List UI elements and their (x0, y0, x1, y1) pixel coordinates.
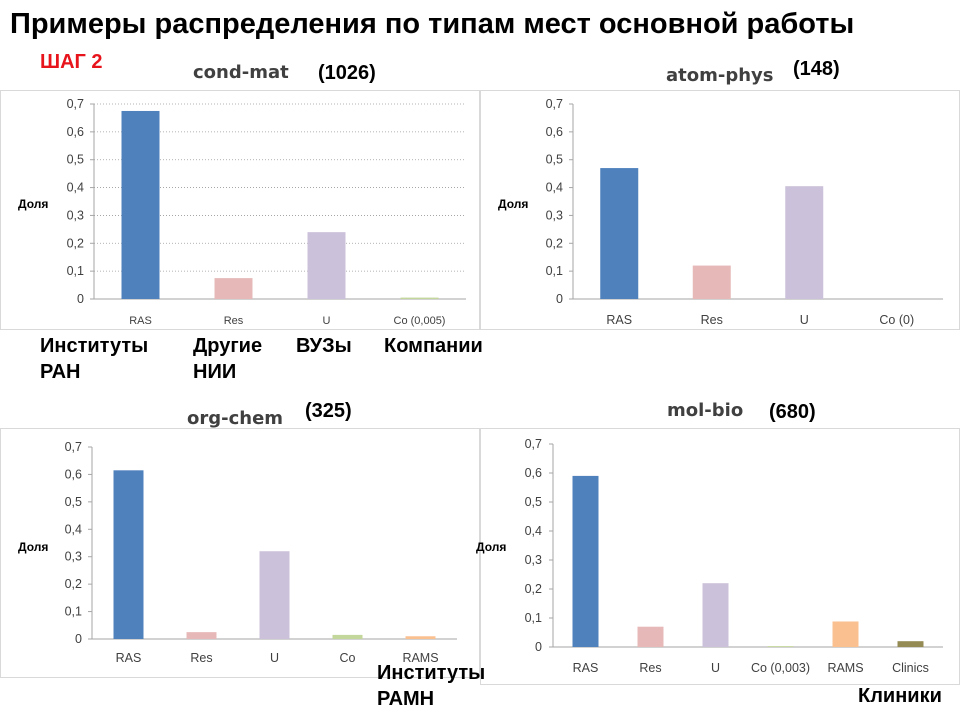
category-label: U (323, 315, 331, 327)
category-label: Co (340, 651, 356, 665)
y-tick-label: 0,1 (525, 611, 542, 625)
category-label: U (711, 661, 720, 675)
bar-u (259, 551, 290, 639)
y-tick-label: 0,4 (525, 524, 542, 538)
bar-res (692, 265, 731, 299)
category-label: Res (701, 313, 723, 327)
step-label: ШАГ 2 (40, 51, 103, 73)
bar-clinics (897, 641, 924, 647)
y-tick-label: 0,1 (67, 264, 84, 278)
y-tick-label: 0,7 (546, 97, 563, 111)
chart-title-atom-phys: atom-phys (666, 65, 774, 86)
y-tick-label: 0,6 (67, 125, 84, 139)
chart-count-mol-bio: (680) (769, 401, 816, 423)
category-label: RAMS (402, 651, 438, 665)
y-axis-label: Доля (476, 540, 506, 554)
y-axis-label: Доля (18, 197, 48, 211)
y-tick-label: 0,6 (546, 125, 563, 139)
category-label: Res (224, 315, 244, 327)
chart-count-org-chem: (325) (305, 400, 352, 422)
category-label: Res (639, 661, 661, 675)
annotation-ras-institutes: Институты РАН (40, 335, 149, 383)
y-tick-label: 0,2 (67, 236, 84, 250)
category-label: Res (190, 651, 212, 665)
chart-count-cond-mat: (1026) (318, 62, 376, 84)
y-tick-label: 0,4 (65, 522, 82, 536)
y-tick-label: 0,4 (67, 181, 84, 195)
annotation-other-institutes: Другие НИИ (193, 335, 263, 383)
y-tick-label: 0,3 (525, 553, 542, 567)
category-label: Clinics (892, 661, 929, 675)
chart-title-cond-mat: cond-mat (193, 62, 289, 83)
category-label: RAMS (827, 661, 863, 675)
y-tick-label: 0,5 (67, 153, 84, 167)
chart-title-mol-bio: mol-bio (667, 400, 744, 421)
y-tick-label: 0 (75, 632, 82, 646)
y-tick-label: 0,3 (65, 550, 82, 564)
category-label: U (800, 313, 809, 327)
annotation-companies: Компании (384, 335, 483, 357)
category-label: Co (0,005) (394, 315, 446, 327)
category-label: RAS (573, 661, 599, 675)
category-label: RAS (129, 315, 152, 327)
bar-u (307, 232, 346, 299)
category-label: U (270, 651, 279, 665)
bar-ras (121, 110, 160, 299)
bar-co (767, 646, 794, 647)
chart-title-org-chem: org-chem (187, 408, 284, 429)
y-axis-label: Доля (18, 540, 48, 554)
bar-co (400, 297, 439, 299)
annotation-clinics: Клиники (858, 685, 942, 707)
bar-res (214, 278, 253, 299)
y-tick-label: 0,3 (546, 208, 563, 222)
y-tick-label: 0,3 (67, 208, 84, 222)
bar-u (785, 186, 824, 299)
bar-rams (405, 636, 436, 639)
y-tick-label: 0 (77, 292, 84, 306)
y-tick-label: 0,7 (525, 437, 542, 451)
chart-count-atom-phys: (148) (793, 58, 840, 80)
category-label: Co (0) (879, 313, 914, 327)
category-label: RAS (606, 313, 632, 327)
bar-ras (113, 470, 144, 639)
y-tick-label: 0,5 (65, 495, 82, 509)
y-tick-label: 0,2 (65, 577, 82, 591)
bar-res (186, 632, 217, 639)
y-tick-label: 0 (556, 292, 563, 306)
category-label: RAS (116, 651, 142, 665)
y-tick-label: 0,7 (65, 440, 82, 454)
page-title: Примеры распределения по типам мест осно… (10, 8, 855, 40)
y-tick-label: 0,2 (546, 236, 563, 250)
annotation-universities: ВУЗы (296, 335, 352, 357)
y-tick-label: 0,5 (546, 153, 563, 167)
category-label: Co (0,003) (751, 661, 810, 675)
y-tick-label: 0,5 (525, 495, 542, 509)
y-tick-label: 0,2 (525, 582, 542, 596)
y-tick-label: 0,7 (67, 97, 84, 111)
y-axis-label: Доля (498, 197, 528, 211)
bar-ras (572, 475, 599, 647)
y-tick-label: 0 (535, 640, 542, 654)
chart-frame (0, 428, 480, 678)
bar-u (702, 583, 729, 647)
bar-rams (832, 621, 859, 647)
y-tick-label: 0,4 (546, 181, 563, 195)
y-tick-label: 0,1 (65, 605, 82, 619)
annotation-rams-institutes: Институты РАМН (377, 662, 486, 710)
y-tick-label: 0,6 (525, 466, 542, 480)
bar-co (332, 634, 363, 639)
chart-frame (0, 90, 480, 330)
bar-res (637, 626, 664, 647)
bar-ras (600, 168, 639, 299)
y-tick-label: 0,1 (546, 264, 563, 278)
y-tick-label: 0,6 (65, 467, 82, 481)
